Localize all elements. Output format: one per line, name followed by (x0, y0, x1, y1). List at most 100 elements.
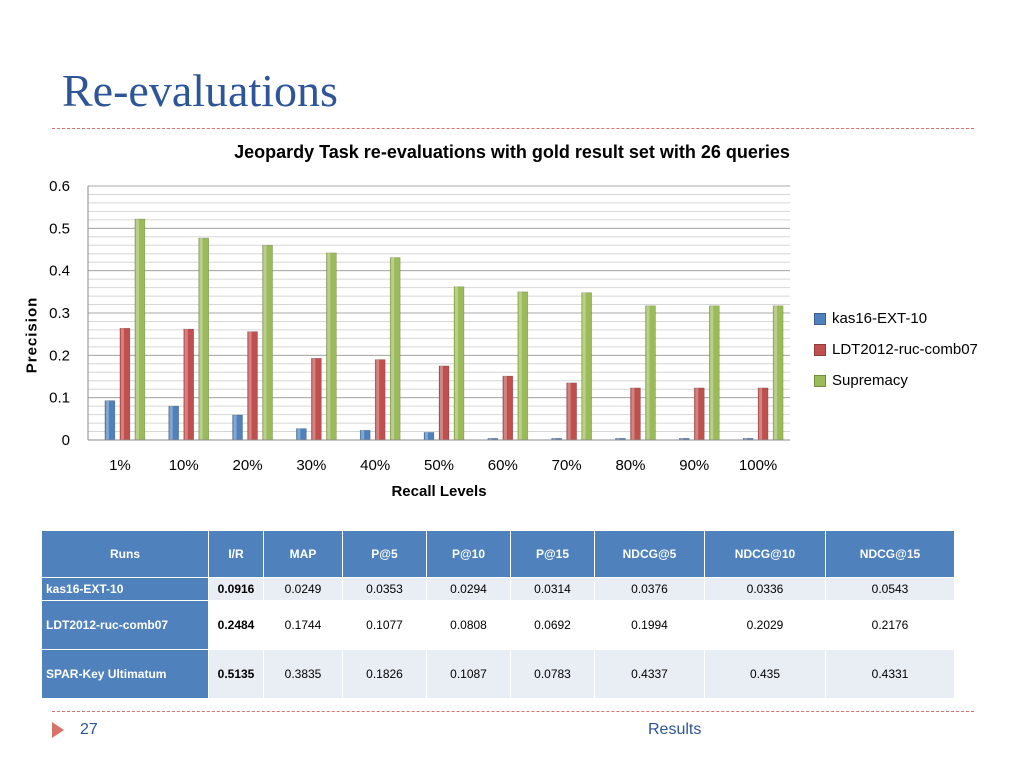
bar-highlight (248, 331, 252, 440)
table-cell: 0.4331 (825, 649, 955, 699)
header-cell: P@5 (342, 530, 427, 578)
bar-highlight (440, 365, 443, 440)
table-row: LDT2012-ruc-comb07 0.2484 0.1744 0.1077 … (41, 600, 955, 650)
bar-highlight (503, 376, 507, 440)
header-cell: P@10 (426, 530, 511, 578)
x-tick-label: 90% (679, 457, 709, 470)
x-axis-label: Recall Levels (391, 483, 487, 500)
table-cell: 0.435 (704, 649, 826, 699)
bar-highlight (312, 358, 316, 440)
bar-highlight (552, 438, 556, 440)
table-cell: 0.0543 (825, 577, 955, 601)
run-name-cell: SPAR-Key Ultimatum (41, 649, 209, 699)
table-row: kas16-EXT-10 0.0916 0.0249 0.0353 0.0294… (41, 577, 955, 601)
bar-highlight (680, 438, 684, 440)
table-header-row: Runs I/R MAP P@5 P@10 P@15 NDCG@5 NDCG@1… (41, 530, 955, 578)
legend-item: Supremacy (814, 365, 978, 396)
header-cell: P@15 (510, 530, 595, 578)
chart-title: Jeopardy Task re-evaluations with gold r… (234, 142, 790, 162)
triangle-arrow-icon (52, 722, 64, 738)
legend-item: LDT2012-ruc-comb07 (814, 334, 978, 365)
table-cell: 0.3835 (263, 649, 343, 699)
slide-title: Re-evaluations (62, 65, 338, 116)
x-tick-label: 100% (739, 457, 777, 470)
table-cell: 0.0353 (342, 577, 427, 601)
table-cell: 0.0808 (426, 600, 511, 650)
bar-highlight (631, 387, 635, 440)
table-cell: 0.0376 (594, 577, 705, 601)
x-tick-label: 70% (552, 457, 582, 470)
legend-label: LDT2012-ruc-comb07 (832, 341, 978, 358)
legend-label: kas16-EXT-10 (832, 310, 928, 327)
run-name-cell: LDT2012-ruc-comb07 (41, 600, 209, 650)
legend-swatch (814, 312, 826, 325)
table-cell: 0.1744 (263, 600, 343, 650)
y-tick-label: 0.5 (49, 220, 70, 237)
table-row: SPAR-Key Ultimatum 0.5135 0.3835 0.1826 … (41, 649, 955, 699)
chart-bars (104, 218, 784, 441)
header-cell: NDCG@15 (825, 530, 955, 578)
bar-highlight (135, 219, 139, 440)
section-name: Results (648, 721, 702, 738)
page-number: 27 (80, 721, 98, 738)
bar-highlight (744, 438, 748, 440)
table-cell: 0.2029 (704, 600, 826, 650)
bar-highlight (120, 328, 124, 440)
header-cell: MAP (263, 530, 343, 578)
title-divider (52, 128, 974, 129)
bar-highlight (616, 438, 620, 440)
header-cell: NDCG@10 (704, 530, 826, 578)
x-tick-label: 1% (109, 457, 131, 470)
chart-legend: kas16-EXT-10 LDT2012-ruc-comb07 Supremac… (814, 303, 978, 396)
x-tick-label: 50% (424, 457, 454, 470)
table-cell: 0.1994 (594, 600, 705, 650)
y-axis-label-box: Precision (12, 275, 52, 395)
y-tick-label: 0.2 (49, 347, 70, 364)
header-cell: I/R (208, 530, 264, 578)
bar-highlight (425, 432, 428, 440)
y-tick-label: 0.3 (49, 305, 70, 322)
bar-highlight (169, 406, 173, 440)
bar-highlight (391, 257, 395, 440)
results-table: Runs I/R MAP P@5 P@10 P@15 NDCG@5 NDCG@1… (41, 530, 955, 699)
y-axis-label: Precision (23, 296, 41, 374)
table-cell: 0.0916 (208, 577, 264, 601)
table-cell: 0.4337 (594, 649, 705, 699)
bar-highlight (361, 430, 365, 440)
table-cell: 0.2484 (208, 600, 264, 650)
table-cell: 0.1826 (342, 649, 427, 699)
bar-highlight (376, 359, 380, 440)
x-tick-label: 20% (233, 457, 263, 470)
table-cell: 0.0783 (510, 649, 595, 699)
x-tick-label: 40% (360, 457, 390, 470)
bar-highlight (199, 238, 203, 440)
bar-highlight (518, 291, 522, 440)
legend-swatch (814, 343, 826, 356)
table-cell: 0.0294 (426, 577, 511, 601)
table-cell: 0.0249 (263, 577, 343, 601)
y-tick-label: 0.4 (49, 263, 70, 280)
y-tick-label: 0.1 (49, 390, 70, 407)
footer-divider (52, 711, 974, 712)
table-cell: 0.0314 (510, 577, 595, 601)
table-cell: 0.1087 (426, 649, 511, 699)
run-name-cell: kas16-EXT-10 (41, 577, 209, 601)
header-cell: Runs (41, 530, 209, 578)
x-tick-label: 30% (296, 457, 326, 470)
bar-highlight (488, 438, 492, 440)
legend-swatch (814, 374, 826, 387)
table-cell: 0.1077 (342, 600, 427, 650)
bar-highlight (710, 305, 714, 440)
bar-highlight (646, 305, 650, 440)
table-cell: 0.5135 (208, 649, 264, 699)
bar-chart: 0 0.1 0.2 0.3 0.4 0.5 0.6 1% 10% 20% 30% 40% 50% 60% 7… (49, 178, 790, 470)
table-cell: 0.0692 (510, 600, 595, 650)
header-cell: NDCG@5 (594, 530, 705, 578)
bar-highlight (327, 252, 331, 440)
bar-highlight (774, 305, 778, 440)
bar-highlight (263, 245, 267, 440)
x-tick-label: 10% (169, 457, 199, 470)
bar-highlight (567, 382, 571, 440)
bar-highlight (695, 387, 699, 440)
bar-highlight (759, 387, 763, 440)
